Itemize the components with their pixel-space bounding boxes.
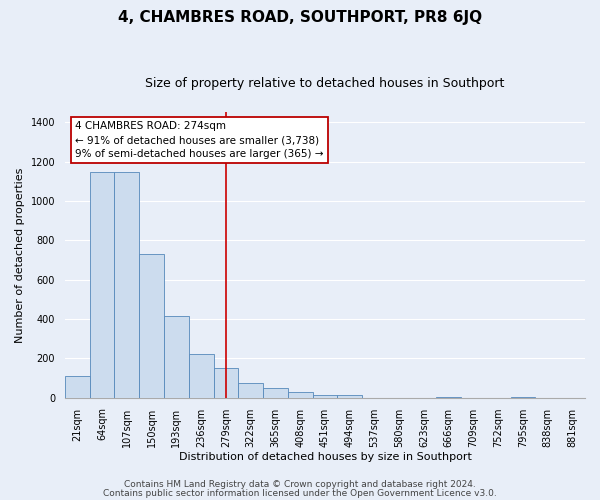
Bar (189, 354, 214, 398)
Text: 4, CHAMBRES ROAD, SOUTHPORT, PR8 6JQ: 4, CHAMBRES ROAD, SOUTHPORT, PR8 6JQ (118, 10, 482, 25)
Text: Contains public sector information licensed under the Open Government Licence v3: Contains public sector information licen… (103, 488, 497, 498)
Bar (65, 376, 89, 398)
Bar (337, 395, 362, 398)
Bar (263, 388, 288, 398)
X-axis label: Distribution of detached houses by size in Southport: Distribution of detached houses by size … (179, 452, 472, 462)
Text: Contains HM Land Registry data © Crown copyright and database right 2024.: Contains HM Land Registry data © Crown c… (124, 480, 476, 489)
Title: Size of property relative to detached houses in Southport: Size of property relative to detached ho… (145, 78, 505, 90)
Bar (115, 172, 139, 398)
Bar (511, 396, 535, 398)
Bar (288, 392, 313, 398)
Bar (214, 368, 238, 398)
Bar (139, 254, 164, 398)
Bar (238, 383, 263, 398)
Bar (164, 316, 189, 398)
Bar (313, 395, 337, 398)
Bar (89, 172, 115, 398)
Bar (436, 396, 461, 398)
Text: 4 CHAMBRES ROAD: 274sqm
← 91% of detached houses are smaller (3,738)
9% of semi-: 4 CHAMBRES ROAD: 274sqm ← 91% of detache… (76, 121, 324, 159)
Y-axis label: Number of detached properties: Number of detached properties (15, 168, 25, 343)
